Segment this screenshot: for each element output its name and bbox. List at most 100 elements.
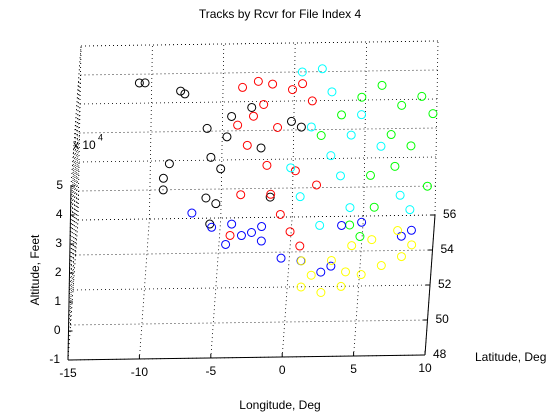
point <box>428 109 438 119</box>
point <box>316 131 326 140</box>
point <box>377 80 387 90</box>
point <box>396 252 406 262</box>
point <box>312 180 322 190</box>
point <box>337 220 347 230</box>
grid-line <box>353 215 364 357</box>
z-tick-label: -1 <box>49 352 60 366</box>
z-tick-label: 3 <box>55 236 62 250</box>
point <box>397 100 407 110</box>
point <box>211 199 221 209</box>
grid-line <box>70 74 81 216</box>
grid-line <box>68 161 80 303</box>
point <box>275 209 285 219</box>
point <box>367 235 377 245</box>
point <box>207 222 217 232</box>
point <box>347 241 357 251</box>
z-multiplier-base: x 10 <box>73 138 96 152</box>
z-tick-label: 0 <box>54 323 61 337</box>
point <box>285 227 295 237</box>
y-tick-label: 52 <box>438 277 452 291</box>
point <box>316 267 326 277</box>
point <box>221 239 231 249</box>
point <box>341 267 351 277</box>
point <box>164 159 174 169</box>
point <box>202 123 212 133</box>
point <box>296 282 306 292</box>
point <box>268 79 278 89</box>
point <box>386 130 396 140</box>
point <box>296 256 306 266</box>
point <box>337 110 347 120</box>
point <box>295 241 305 251</box>
point <box>316 288 326 297</box>
x-tick-label: 5 <box>350 362 357 376</box>
chart-title: Tracks by Rcvr for File Index 4 <box>199 7 362 21</box>
point <box>369 202 379 212</box>
point <box>317 64 327 74</box>
x-tick-label: 0 <box>279 363 286 377</box>
grid-line <box>210 217 222 359</box>
point <box>134 78 144 88</box>
x-axis-line <box>67 354 426 361</box>
y-axis-label: Latitude, Deg <box>475 350 546 364</box>
point <box>326 151 336 161</box>
point <box>158 185 168 195</box>
point <box>295 192 305 202</box>
point <box>326 261 336 271</box>
point <box>257 222 267 232</box>
point <box>336 171 346 181</box>
x-axis-label: Longitude, Deg <box>239 398 320 412</box>
point <box>405 205 415 215</box>
point <box>290 166 300 176</box>
z-multiplier-exponent: 4 <box>98 132 103 142</box>
point <box>407 240 417 250</box>
point <box>225 230 235 240</box>
x-tick-label: -15 <box>59 366 77 380</box>
point <box>422 181 432 191</box>
x-tick-label: -10 <box>131 365 149 379</box>
x-tick-label: -5 <box>205 364 216 378</box>
point <box>201 193 211 203</box>
point <box>253 76 263 86</box>
point <box>247 102 257 112</box>
grid-line <box>281 216 293 358</box>
point <box>187 208 197 218</box>
z-tick-label: 4 <box>56 207 63 221</box>
point <box>357 110 367 120</box>
point <box>286 163 296 173</box>
point <box>216 164 226 174</box>
grid-line <box>69 132 80 274</box>
grid-line <box>69 103 81 245</box>
point <box>390 161 400 171</box>
point <box>248 111 258 121</box>
point <box>357 217 367 227</box>
point <box>238 82 248 92</box>
point <box>180 89 190 99</box>
point <box>357 92 367 102</box>
z-axis-label: Altitude, Feet <box>28 234 42 305</box>
point <box>259 100 269 109</box>
point <box>276 253 286 263</box>
point <box>298 79 308 89</box>
point <box>345 203 355 213</box>
point <box>315 220 325 230</box>
x-tick-label: 10 <box>418 361 432 375</box>
point <box>306 122 316 132</box>
point <box>222 132 232 142</box>
y-tick-label: 48 <box>433 347 447 361</box>
point <box>327 87 337 97</box>
point <box>242 140 252 150</box>
point <box>306 270 316 280</box>
point <box>393 226 403 236</box>
point <box>286 116 296 126</box>
point <box>395 190 405 200</box>
point <box>336 281 346 291</box>
y-tick-label: 50 <box>436 312 450 326</box>
point <box>406 141 416 151</box>
point <box>356 270 366 280</box>
box-edge <box>70 45 82 187</box>
point <box>288 85 297 95</box>
point <box>417 91 427 101</box>
